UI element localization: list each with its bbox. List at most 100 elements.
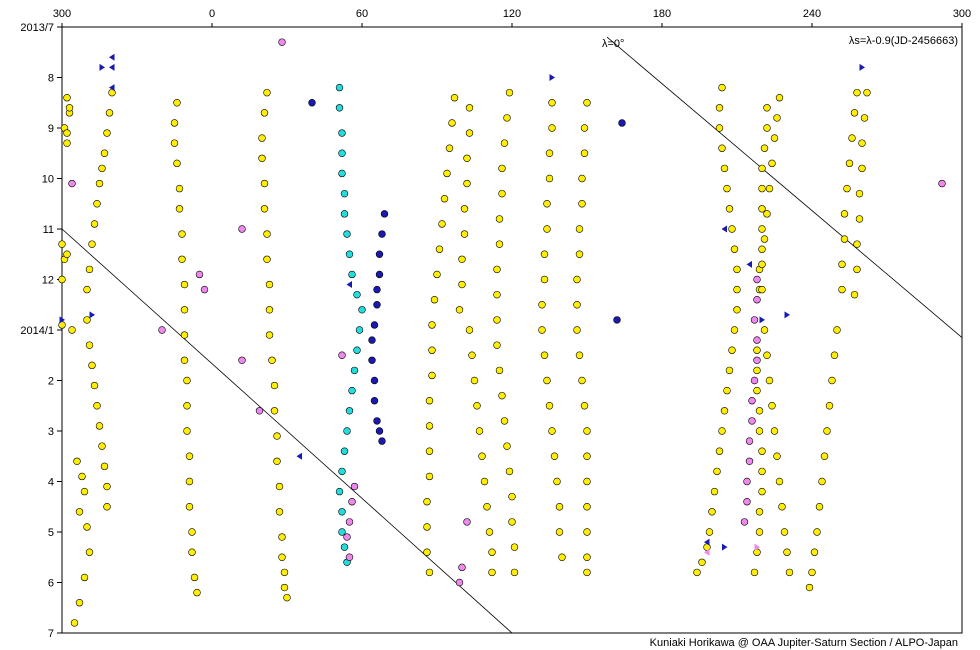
data-point [745,437,754,445]
data-marker [109,53,115,61]
data-point [475,427,484,435]
data-point [455,306,464,314]
data-point [725,366,734,375]
x-tick-label: 240 [803,8,821,20]
data-point [435,245,444,253]
data-point [485,528,494,536]
data-point [463,518,471,526]
data-point [458,255,466,263]
data-point [580,402,589,410]
data-point [338,351,346,359]
data-point [578,174,586,183]
data-point [85,265,94,274]
data-point [368,356,376,364]
y-tick-label: 10 [42,174,54,186]
data-point [740,518,749,526]
data-point [548,427,556,435]
data-point [758,184,766,193]
lambda-line [61,228,513,634]
y-tick-label: 7 [48,628,54,640]
data-point [460,230,469,238]
data-point [510,568,519,577]
data-point [465,129,474,137]
data-point [428,321,436,329]
data-point [458,563,466,572]
y-tick-label: 2014/1 [20,325,54,337]
data-point [425,472,434,481]
data-point [63,93,71,102]
data-point [70,619,79,627]
data-point [618,119,626,127]
data-point [698,558,706,566]
data-point [545,402,554,410]
data-point [498,189,506,198]
data-point [720,407,729,415]
data-point [765,184,774,193]
data-point [495,366,504,375]
data-point [238,225,246,233]
data-point [58,240,66,248]
data-point [758,260,766,269]
data-point [743,477,751,486]
data-point [573,301,581,309]
data-point [75,598,84,607]
data-point [473,402,481,410]
data-point [190,573,199,582]
x-tick-label: 180 [653,8,671,20]
data-point [548,124,556,132]
data-marker [859,63,865,71]
data-point [840,210,849,218]
credit-label: Kuniaki Horikawa @ OAA Jupiter-Saturn Se… [650,637,958,649]
data-point [273,432,281,440]
data-point [78,472,86,481]
data-point [838,285,846,294]
data-point [770,427,779,435]
y-tick-label: 5 [48,527,54,539]
data-point [335,83,344,92]
data-point [733,306,741,314]
x-tick-label: 60 [356,8,368,20]
data-point [73,457,81,465]
data-point [855,189,864,198]
data-point [440,195,449,203]
data-point [760,326,769,334]
data-point [173,99,181,107]
data-point [785,568,794,577]
data-point [185,477,194,486]
data-point [93,200,101,208]
y-tick-label: 4 [48,477,54,489]
x-tick-label: 300 [953,8,971,20]
data-point [348,270,356,279]
data-point [540,250,549,258]
data-point [183,402,191,410]
data-point [185,503,194,511]
data-point [263,230,271,238]
data-point [750,376,759,385]
data-point [583,427,591,435]
data-point [693,568,701,577]
data-point [760,235,769,243]
data-point [345,518,354,526]
data-point [183,376,191,385]
data-point [550,452,559,460]
data-point [815,503,824,511]
x-tick-label: 0 [209,8,215,20]
data-point [938,179,946,188]
data-point [85,548,94,556]
data-point [573,275,581,284]
data-point [488,568,496,577]
data-point [338,467,346,476]
data-point [860,114,869,122]
data-point [853,88,861,97]
data-point [753,366,761,375]
data-point [733,285,741,294]
data-point [710,487,719,496]
data-marker [722,543,728,551]
data-point [718,427,726,435]
data-point [758,225,766,233]
data-point [340,543,349,551]
data-point [105,109,114,117]
data-point [335,104,344,112]
data-point [465,326,474,334]
data-point [708,508,716,516]
